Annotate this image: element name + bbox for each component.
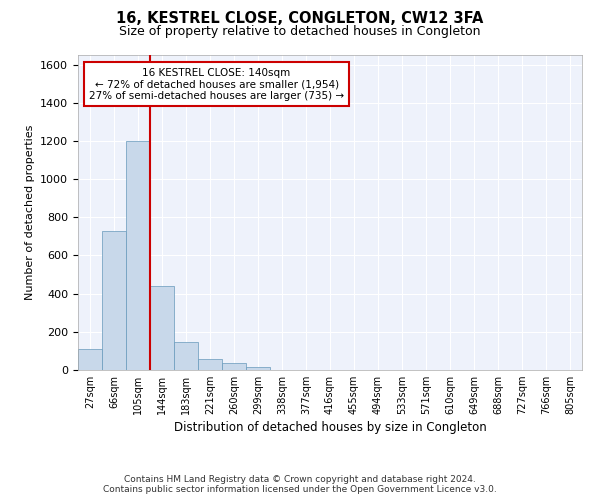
Bar (198, 358, 222, 370)
Bar (246, 367, 270, 370)
Text: 16 KESTREL CLOSE: 140sqm
← 72% of detached houses are smaller (1,954)
27% of sem: 16 KESTREL CLOSE: 140sqm ← 72% of detach… (89, 68, 344, 101)
Text: 16, KESTREL CLOSE, CONGLETON, CW12 3FA: 16, KESTREL CLOSE, CONGLETON, CW12 3FA (116, 11, 484, 26)
Bar (222, 364, 246, 370)
Bar (78, 349, 102, 370)
Bar (102, 230, 126, 370)
X-axis label: Distribution of detached houses by size in Congleton: Distribution of detached houses by size … (173, 422, 487, 434)
Bar (126, 141, 150, 370)
Bar (174, 342, 198, 370)
Y-axis label: Number of detached properties: Number of detached properties (25, 125, 35, 300)
Text: Contains HM Land Registry data © Crown copyright and database right 2024.
Contai: Contains HM Land Registry data © Crown c… (103, 474, 497, 494)
Text: Size of property relative to detached houses in Congleton: Size of property relative to detached ho… (119, 25, 481, 38)
Bar (150, 286, 174, 370)
